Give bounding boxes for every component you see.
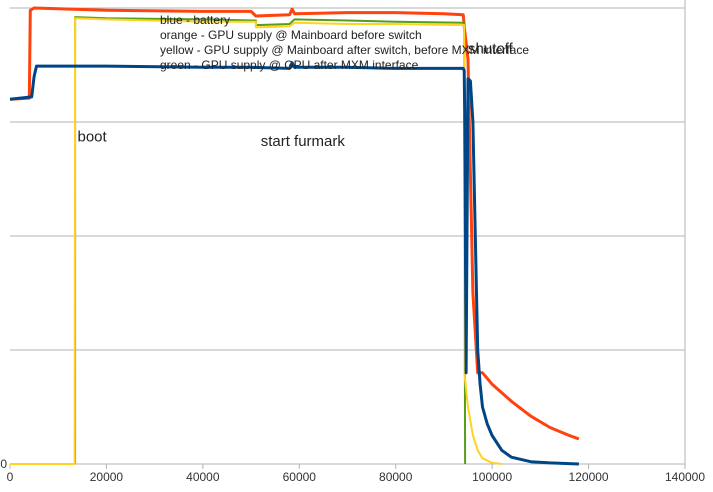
annotation-boot: boot [78, 128, 108, 145]
x-tick-label: 100000 [472, 470, 512, 484]
grid-layer [9, 0, 686, 469]
series-line-blue [9, 61, 579, 466]
series-line-green [74, 16, 467, 465]
annotation-shutoff: shutoff [468, 41, 514, 58]
x-tick-label: 80000 [379, 470, 413, 484]
annotation-layer: connet PSU boot start furmark shutoff [34, 0, 514, 150]
y-tick-label: 0 [0, 457, 7, 471]
legend-line: orange - GPU supply @ Mainboard before s… [160, 28, 422, 42]
annotation-start-furmark: start furmark [261, 133, 346, 150]
x-tick-label: 140000 [665, 470, 705, 484]
annotation-connet-PSU: connet PSU [34, 0, 114, 1]
series-line-yellow [10, 17, 502, 465]
series-layer [9, 6, 580, 466]
legend-line: blue - battery [160, 13, 230, 27]
x-tick-label: 0 [7, 470, 14, 484]
legend-line: yellow - GPU supply @ Mainboard after sw… [160, 43, 529, 57]
tick-layer: 0 20000 40000 60000 80000 100000 120000 140000 0 [0, 457, 705, 484]
x-tick-label: 40000 [186, 470, 220, 484]
legend-line: green - GPU supply @ GPU after MXM inter… [160, 58, 419, 72]
x-tick-label: 120000 [569, 470, 609, 484]
x-tick-label: 60000 [283, 470, 317, 484]
series-line-orange [9, 6, 580, 441]
x-tick-label: 20000 [90, 470, 124, 484]
